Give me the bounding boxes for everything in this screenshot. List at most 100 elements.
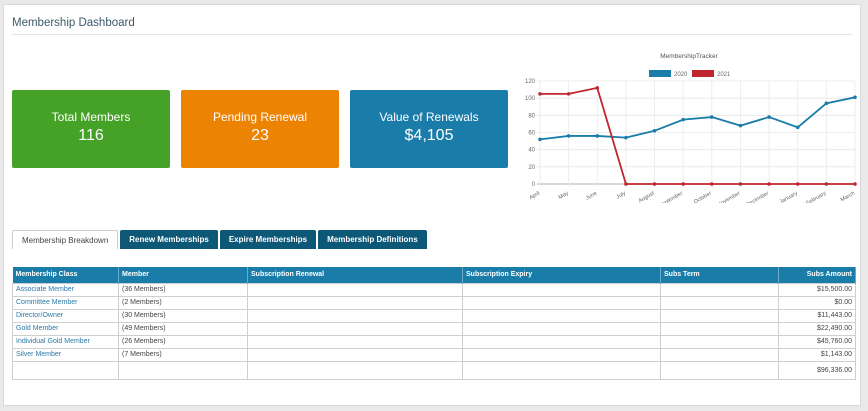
data-point[interactable]: [738, 123, 743, 128]
table-row: Silver Member (7 Members) $1,143.00: [12, 347, 856, 362]
membership-class-link[interactable]: Individual Gold Member: [12, 334, 119, 349]
y-tick: 100: [525, 96, 536, 102]
col-subs-amount[interactable]: Subs Amount: [778, 267, 856, 283]
data-point[interactable]: [710, 115, 714, 119]
dashboard-panel: Membership Dashboard Total Members 116 P…: [3, 4, 861, 406]
table-cell: [660, 282, 779, 297]
card-label: Total Members: [51, 110, 131, 124]
membership-class-link[interactable]: Committee Member: [12, 295, 119, 310]
legend-swatch[interactable]: [649, 70, 671, 77]
data-point[interactable]: [538, 137, 542, 142]
data-point[interactable]: [538, 92, 542, 96]
data-point[interactable]: [824, 101, 829, 106]
table-cell: [247, 334, 463, 349]
table-cell: [660, 334, 779, 349]
value-of-renewals-card: Value of Renewals $4,105: [350, 90, 508, 168]
chart-title: MembershipTracker: [660, 53, 718, 60]
series-2020-line: [539, 96, 856, 141]
x-tick: April: [528, 191, 541, 202]
data-point[interactable]: [652, 128, 657, 133]
table-cell: [462, 295, 661, 310]
table-cell: (36 Members): [118, 282, 248, 297]
table-row: Director/Owner (30 Members) $11,443.00: [12, 308, 856, 323]
table-row: Associate Member (36 Members) $15,500.00: [12, 282, 856, 297]
table-cell: $22,490.00: [778, 321, 856, 336]
table-cell: [247, 360, 463, 380]
data-point[interactable]: [767, 182, 771, 186]
tab-bar: Membership Breakdown Renew Memberships E…: [12, 230, 429, 249]
table-cell: (2 Members): [118, 295, 248, 310]
data-point[interactable]: [824, 182, 829, 186]
table-cell: $15,500.00: [778, 282, 856, 297]
table-cell: $11,443.00: [778, 308, 856, 323]
total-amount: $96,336.00: [778, 360, 856, 380]
card-label: Pending Renewal: [212, 110, 308, 124]
data-point[interactable]: [681, 182, 685, 186]
x-tick: November: [716, 190, 741, 203]
data-point[interactable]: [566, 92, 571, 96]
col-subscription-expiry[interactable]: Subscription Expiry: [462, 267, 661, 283]
data-point[interactable]: [795, 182, 800, 186]
membership-class-link[interactable]: Director/Owner: [12, 308, 119, 323]
data-point[interactable]: [795, 125, 800, 130]
data-point[interactable]: [767, 115, 771, 119]
table-cell: [118, 360, 248, 380]
x-tick: June: [585, 191, 598, 202]
data-point[interactable]: [710, 182, 714, 186]
table-row: Gold Member (49 Members) $22,490.00: [12, 321, 856, 336]
table-cell: (7 Members): [118, 347, 248, 362]
legend-label: 2021: [717, 72, 731, 78]
x-tick: March: [840, 191, 856, 203]
data-point[interactable]: [681, 117, 685, 122]
table-cell: [462, 334, 661, 349]
tab-membership-definitions[interactable]: Membership Definitions: [318, 230, 427, 249]
membership-class-link[interactable]: Gold Member: [12, 321, 119, 336]
data-point[interactable]: [624, 135, 628, 140]
col-subs-term[interactable]: Subs Term: [660, 267, 779, 283]
y-tick: 80: [528, 113, 535, 119]
tab-renew-memberships[interactable]: Renew Memberships: [120, 230, 218, 249]
data-point[interactable]: [624, 182, 628, 186]
x-tick: October: [693, 190, 713, 203]
data-point[interactable]: [652, 182, 657, 186]
table-total-row: $96,336.00: [12, 360, 856, 380]
membership-class-link[interactable]: Associate Member: [12, 282, 119, 297]
table-cell: [462, 360, 661, 380]
x-tick: September: [658, 190, 684, 203]
legend-label: 2020: [674, 72, 688, 78]
table-cell: [660, 321, 779, 336]
tab-membership-breakdown[interactable]: Membership Breakdown: [12, 230, 119, 249]
card-value: 23: [251, 127, 269, 144]
series-2021-line: [540, 86, 855, 185]
x-tick: May: [558, 190, 570, 201]
table-cell: [247, 295, 463, 310]
data-point[interactable]: [738, 182, 743, 186]
table-cell: $45,760.00: [778, 334, 856, 349]
data-point[interactable]: [595, 86, 600, 90]
y-tick: 40: [528, 148, 535, 154]
data-point[interactable]: [853, 95, 857, 100]
data-point[interactable]: [595, 134, 600, 138]
table-cell: [247, 321, 463, 336]
tab-expire-memberships[interactable]: Expire Memberships: [219, 230, 317, 249]
table-cell: [247, 308, 463, 323]
table-cell: [462, 321, 661, 336]
card-value: $4,105: [404, 127, 454, 144]
total-members-card: Total Members 116: [12, 90, 170, 168]
legend-swatch[interactable]: [692, 70, 714, 77]
col-subscription-renewal[interactable]: Subscription Renewal: [247, 267, 463, 283]
data-point[interactable]: [566, 134, 571, 138]
table-row: Committee Member (2 Members) $0.00: [12, 295, 856, 310]
table-cell: $0.00: [778, 295, 856, 310]
col-member[interactable]: Member: [118, 267, 248, 283]
x-tick: August: [638, 190, 656, 203]
card-value: 116: [78, 127, 104, 144]
page-title: Membership Dashboard: [12, 17, 135, 29]
pending-renewal-card: Pending Renewal 23: [181, 90, 339, 168]
x-tick: February: [805, 190, 827, 203]
col-membership-class[interactable]: Membership Class: [12, 267, 119, 283]
table-cell: (26 Members): [118, 334, 248, 349]
table-cell: (49 Members): [118, 321, 248, 336]
membership-class-link[interactable]: Silver Member: [12, 347, 119, 362]
data-point[interactable]: [853, 182, 857, 186]
